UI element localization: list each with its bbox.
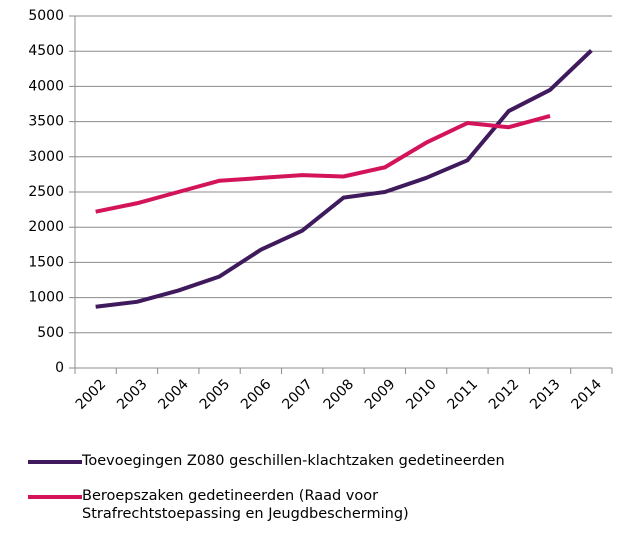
series-line xyxy=(95,114,551,214)
x-tick-label: 2008 xyxy=(321,376,358,413)
legend-label: Toevoegingen Z080 geschillen-klachtzaken… xyxy=(82,453,505,469)
y-tick-label: 500 xyxy=(37,325,64,341)
x-tick-label: 2011 xyxy=(445,376,482,413)
chart: 0 500 1000 1500 2000 2500 3000 3500 4000 4500 5000… xyxy=(28,8,613,413)
legend-label: Beroepszaken gedetineerden (Raad voor St… xyxy=(82,488,409,522)
x-tick-label: 2013 xyxy=(527,376,564,413)
y-tick-label: 2000 xyxy=(28,219,64,235)
series-line xyxy=(95,49,593,309)
x-tick-label: 2003 xyxy=(114,376,151,413)
x-tick-label: 2002 xyxy=(73,376,110,413)
legend-swatch xyxy=(28,460,82,464)
y-tick-label: 1000 xyxy=(28,290,64,306)
legend-item: Toevoegingen Z080 geschillen-klachtzaken… xyxy=(28,452,628,470)
y-tick-label: 3500 xyxy=(28,114,64,130)
y-tick-label: 3000 xyxy=(28,149,64,165)
y-tick-label: 4000 xyxy=(28,78,64,94)
legend-item: Beroepszaken gedetineerden (Raad voor St… xyxy=(28,487,628,523)
y-tick-label: 0 xyxy=(55,360,64,376)
y-tick-label: 2500 xyxy=(28,184,64,200)
x-tick-label: 2006 xyxy=(238,376,275,413)
x-tick-label: 2012 xyxy=(486,376,523,413)
x-tick-label: 2005 xyxy=(197,376,234,413)
legend-swatch xyxy=(28,495,82,499)
y-tick-label: 5000 xyxy=(28,8,64,24)
x-tick-label: 2007 xyxy=(279,376,316,413)
x-tick-label: 2009 xyxy=(362,376,399,413)
x-tick-label: 2010 xyxy=(403,376,440,413)
y-tick-label: 1500 xyxy=(28,254,64,270)
legend: Toevoegingen Z080 geschillen-klachtzaken… xyxy=(28,452,628,540)
y-tick-label: 4500 xyxy=(28,43,64,59)
x-tick-label: 2004 xyxy=(155,376,192,413)
x-tick-label: 2014 xyxy=(568,376,605,413)
